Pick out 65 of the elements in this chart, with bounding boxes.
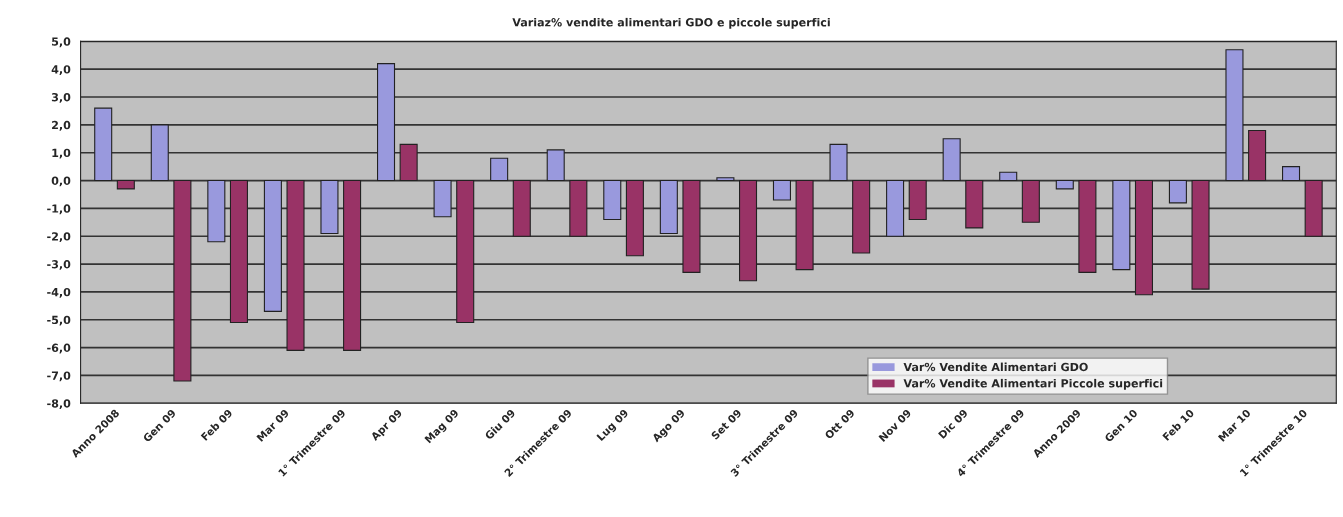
bar bbox=[603, 179, 622, 221]
bar bbox=[772, 179, 792, 201]
bar bbox=[116, 179, 135, 190]
y-tick-label: 3,0 bbox=[51, 93, 71, 103]
bar bbox=[433, 179, 452, 218]
x-tick-label: Dic 09 bbox=[937, 408, 969, 439]
bar bbox=[1078, 179, 1097, 273]
x-tick-label: Set 09 bbox=[710, 408, 742, 440]
bar bbox=[1021, 179, 1040, 223]
y-tick-label: -2,0 bbox=[47, 232, 71, 243]
y-tick-label: 0,0 bbox=[51, 176, 71, 187]
bar bbox=[1134, 179, 1154, 296]
x-tick-label: Ott 09 bbox=[824, 408, 856, 440]
bar bbox=[1112, 179, 1131, 271]
bar bbox=[207, 179, 226, 243]
y-tick-label: -7,0 bbox=[47, 371, 71, 382]
bar bbox=[456, 179, 475, 324]
bar bbox=[829, 143, 848, 182]
bar bbox=[1168, 179, 1187, 204]
bar bbox=[94, 107, 113, 182]
bar bbox=[490, 157, 509, 182]
bar bbox=[965, 179, 984, 229]
y-tick-label: 2,0 bbox=[52, 120, 71, 131]
y-tick-label: -6,0 bbox=[47, 343, 71, 354]
bar bbox=[229, 179, 248, 324]
bar bbox=[1281, 166, 1301, 182]
bar bbox=[942, 138, 961, 182]
bar bbox=[852, 179, 871, 254]
bar bbox=[1055, 179, 1074, 190]
bar bbox=[625, 179, 644, 257]
bar bbox=[150, 124, 169, 182]
bar bbox=[343, 179, 362, 351]
bar bbox=[1225, 49, 1244, 182]
y-tick-label: -3,0 bbox=[47, 260, 71, 270]
bar bbox=[263, 179, 282, 312]
bar bbox=[546, 149, 565, 182]
bar bbox=[320, 179, 339, 235]
legend-label: Var% Vendite Alimentari GDO bbox=[903, 362, 1088, 372]
chart-title: Variaz% vendite alimentari GDO e piccole superfici bbox=[512, 17, 830, 29]
y-tick-label: 5,0 bbox=[52, 37, 71, 48]
y-tick-label: -1,0 bbox=[47, 204, 71, 215]
y-tick-label: -8,0 bbox=[47, 399, 71, 410]
bar bbox=[399, 143, 418, 182]
y-tick-label: 1,0 bbox=[52, 148, 71, 159]
bar bbox=[1191, 179, 1210, 290]
bar bbox=[738, 179, 758, 282]
bar bbox=[569, 179, 588, 237]
bar bbox=[376, 63, 396, 182]
bar bbox=[512, 179, 531, 237]
y-tick-label: 4,0 bbox=[51, 65, 71, 75]
bar bbox=[795, 179, 814, 271]
bar bbox=[659, 179, 678, 235]
bar bbox=[173, 179, 192, 382]
bar bbox=[999, 171, 1018, 182]
bar bbox=[286, 179, 305, 351]
bar bbox=[1304, 179, 1323, 237]
bar bbox=[908, 179, 927, 221]
y-tick-label: -4,0 bbox=[47, 287, 71, 298]
x-tick-label: Giu 09 bbox=[484, 408, 516, 441]
bar bbox=[1248, 129, 1267, 182]
y-tick-label: -5,0 bbox=[47, 315, 71, 326]
bar bbox=[886, 179, 905, 237]
bar bbox=[716, 177, 735, 182]
bar bbox=[682, 179, 701, 273]
legend-label: Var% Vendite Alimentari Piccole superfici bbox=[903, 378, 1163, 390]
